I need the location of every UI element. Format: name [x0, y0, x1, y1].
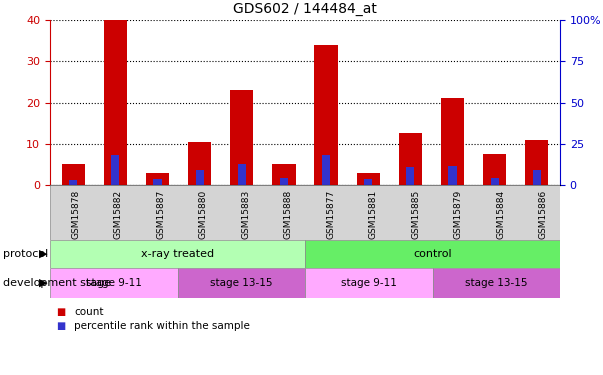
Bar: [146, 172, 169, 185]
Text: GSM15886: GSM15886: [538, 189, 548, 238]
Bar: [483, 154, 507, 185]
Bar: [356, 172, 380, 185]
Bar: [525, 140, 548, 185]
Text: GSM15884: GSM15884: [496, 189, 505, 238]
Bar: [315, 45, 338, 185]
Bar: [230, 90, 253, 185]
Bar: [238, 164, 246, 185]
Bar: [50, 268, 177, 298]
Bar: [322, 155, 330, 185]
Bar: [153, 179, 162, 185]
Text: GSM15888: GSM15888: [284, 189, 292, 238]
Text: GSM15877: GSM15877: [326, 189, 335, 238]
Bar: [280, 178, 288, 185]
Text: development stage: development stage: [3, 278, 111, 288]
Text: protocol: protocol: [3, 249, 48, 259]
Bar: [305, 240, 560, 268]
Bar: [406, 167, 414, 185]
Bar: [273, 164, 295, 185]
Text: GSM15881: GSM15881: [369, 189, 377, 238]
Bar: [305, 268, 432, 298]
Bar: [491, 178, 499, 185]
Bar: [441, 98, 464, 185]
Text: stage 9-11: stage 9-11: [341, 278, 397, 288]
Text: GSM15883: GSM15883: [241, 189, 250, 238]
Text: GSM15882: GSM15882: [114, 189, 123, 238]
Bar: [195, 170, 204, 185]
Bar: [432, 268, 560, 298]
Bar: [177, 268, 305, 298]
Text: count: count: [74, 307, 104, 317]
Text: stage 13-15: stage 13-15: [465, 278, 528, 288]
Text: GSM15887: GSM15887: [156, 189, 165, 238]
Text: GSM15880: GSM15880: [199, 189, 208, 238]
Text: ■: ■: [56, 321, 65, 331]
Bar: [399, 134, 422, 185]
Text: GSM15878: GSM15878: [71, 189, 80, 238]
Text: GSM15885: GSM15885: [411, 189, 420, 238]
Bar: [533, 170, 541, 185]
Text: ■: ■: [56, 307, 65, 317]
Text: GSM15879: GSM15879: [453, 189, 463, 238]
Bar: [188, 142, 211, 185]
Title: GDS602 / 144484_at: GDS602 / 144484_at: [233, 2, 377, 16]
Text: percentile rank within the sample: percentile rank within the sample: [74, 321, 250, 331]
Bar: [112, 155, 119, 185]
Text: x-ray treated: x-ray treated: [141, 249, 214, 259]
Bar: [104, 20, 127, 185]
Text: stage 9-11: stage 9-11: [86, 278, 142, 288]
Text: ▶: ▶: [39, 249, 47, 259]
Text: control: control: [413, 249, 452, 259]
Bar: [364, 179, 372, 185]
Bar: [449, 166, 456, 185]
Text: ▶: ▶: [39, 278, 47, 288]
Bar: [50, 240, 305, 268]
Text: stage 13-15: stage 13-15: [210, 278, 273, 288]
Bar: [69, 180, 77, 185]
Bar: [62, 164, 85, 185]
